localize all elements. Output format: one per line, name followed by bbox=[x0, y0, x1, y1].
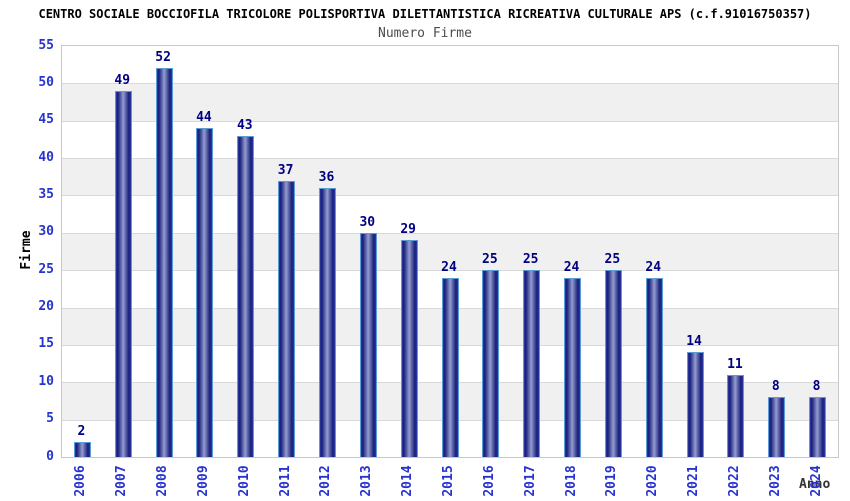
background-band bbox=[62, 232, 838, 271]
gridline bbox=[62, 195, 838, 197]
y-tick-label: 30 bbox=[38, 224, 54, 240]
bar-2019 bbox=[604, 270, 622, 457]
x-tick-label: 2013 bbox=[359, 465, 375, 497]
x-tick-label: 2010 bbox=[236, 465, 252, 497]
bar-2024 bbox=[809, 397, 827, 457]
bar-value-label: 8 bbox=[812, 379, 821, 395]
bar-2018 bbox=[564, 277, 582, 457]
bar-2014 bbox=[400, 240, 418, 457]
x-tick-label: 2011 bbox=[277, 465, 293, 497]
x-tick-label: 2015 bbox=[441, 465, 456, 497]
x-tick-label: 2020 bbox=[645, 465, 661, 497]
x-tick-label: 2009 bbox=[195, 465, 211, 497]
gridline bbox=[62, 158, 838, 160]
y-tick-label: 40 bbox=[38, 149, 54, 165]
y-tick-label: 25 bbox=[38, 261, 54, 277]
x-axis-title: Anno bbox=[799, 477, 831, 492]
bar-2021 bbox=[686, 352, 704, 457]
bar-2017 bbox=[523, 270, 541, 457]
bar-2023 bbox=[768, 397, 786, 457]
bar-value-label: 25 bbox=[522, 252, 539, 268]
gridline bbox=[62, 120, 838, 122]
gridline bbox=[62, 232, 838, 234]
x-tick-label: 2019 bbox=[604, 465, 620, 497]
bar-2008 bbox=[155, 68, 173, 457]
bar-value-label: 8 bbox=[771, 379, 780, 395]
bar-2016 bbox=[482, 270, 500, 457]
bar-2022 bbox=[727, 374, 745, 457]
bar-value-label: 36 bbox=[318, 169, 335, 185]
bar-2011 bbox=[278, 180, 296, 457]
bar-value-label: 43 bbox=[236, 117, 253, 133]
bar-value-label: 24 bbox=[563, 259, 580, 275]
bar-value-label: 25 bbox=[482, 252, 498, 268]
x-tick-label: 2016 bbox=[481, 465, 497, 497]
y-tick-label: 35 bbox=[38, 186, 54, 202]
x-tick-label: 2018 bbox=[563, 465, 579, 497]
bar-value-label: 24 bbox=[441, 259, 457, 275]
bar-value-label: 25 bbox=[604, 252, 621, 268]
bar-value-label: 44 bbox=[196, 110, 212, 126]
bar-value-label: 24 bbox=[645, 259, 662, 275]
y-tick-label: 10 bbox=[38, 373, 54, 389]
gridline bbox=[62, 83, 838, 85]
y-tick-label: 0 bbox=[46, 448, 54, 464]
x-tick-label: 2024 bbox=[808, 465, 824, 497]
y-tick-label: 50 bbox=[38, 74, 54, 90]
x-tick-label: 2007 bbox=[114, 465, 130, 497]
x-tick-label: 2021 bbox=[686, 465, 702, 497]
chart-subtitle: Numero Firme bbox=[378, 26, 472, 41]
x-tick-label: 2008 bbox=[155, 465, 171, 497]
bar-2020 bbox=[645, 277, 663, 457]
bar-value-label: 49 bbox=[114, 72, 131, 88]
y-tick-label: 45 bbox=[38, 112, 54, 128]
y-tick-label: 15 bbox=[38, 336, 54, 352]
y-tick-label: 55 bbox=[38, 37, 54, 53]
bar-value-label: 14 bbox=[686, 334, 702, 350]
x-tick-label: 2022 bbox=[726, 465, 742, 497]
x-tick-label: 2017 bbox=[522, 465, 538, 497]
plot-area bbox=[61, 45, 839, 458]
bar-value-label: 11 bbox=[727, 356, 743, 372]
bar-2006 bbox=[73, 442, 91, 457]
x-tick-label: 2006 bbox=[73, 465, 89, 497]
y-tick-label: 5 bbox=[46, 411, 54, 427]
bar-2012 bbox=[318, 187, 336, 457]
background-band bbox=[62, 158, 838, 196]
bar-2009 bbox=[196, 128, 214, 457]
x-tick-label: 2023 bbox=[767, 465, 783, 497]
bar-value-label: 52 bbox=[155, 50, 171, 66]
background-band bbox=[62, 120, 838, 159]
x-tick-label: 2014 bbox=[400, 465, 416, 497]
x-tick-label: 2012 bbox=[318, 465, 334, 497]
bar-value-label: 29 bbox=[400, 222, 416, 238]
y-tick-label: 20 bbox=[38, 299, 54, 315]
bar-2010 bbox=[237, 135, 255, 457]
background-band bbox=[62, 83, 838, 121]
background-band bbox=[62, 46, 838, 84]
bar-2013 bbox=[359, 232, 377, 457]
bar-value-label: 2 bbox=[77, 424, 86, 440]
bar-value-label: 37 bbox=[277, 162, 294, 178]
chart-title: CENTRO SOCIALE BOCCIOFILA TRICOLORE POLI… bbox=[38, 7, 812, 21]
background-band bbox=[62, 195, 838, 233]
gridline bbox=[62, 270, 838, 272]
bar-2015 bbox=[441, 277, 459, 457]
bar-2007 bbox=[114, 90, 132, 457]
bar-value-label: 30 bbox=[359, 214, 376, 230]
